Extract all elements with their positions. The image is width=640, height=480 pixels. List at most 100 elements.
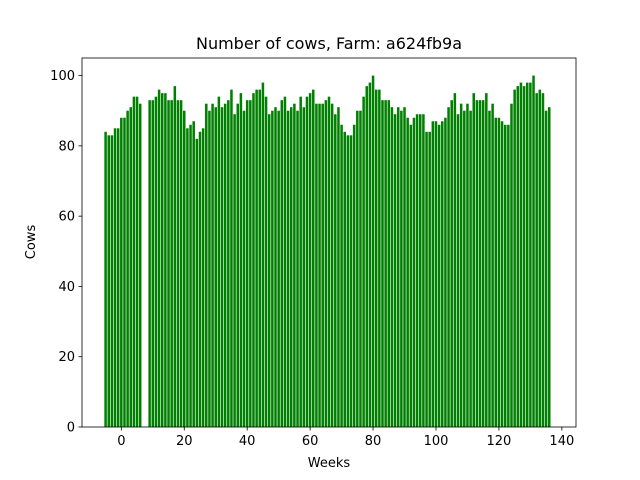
bar (312, 89, 315, 427)
bar (286, 110, 290, 427)
bar (189, 124, 192, 428)
bar (315, 103, 318, 427)
bar (525, 82, 529, 427)
bar (491, 103, 494, 427)
bar (299, 96, 302, 428)
bar (384, 100, 387, 428)
bar (469, 110, 472, 427)
bar (437, 124, 441, 428)
bar (264, 96, 268, 428)
bar (529, 82, 532, 427)
bar (123, 117, 126, 427)
bar (538, 89, 542, 427)
bar (211, 103, 214, 427)
y-tick-label: 40 (58, 280, 75, 295)
bar (444, 117, 447, 427)
bar (305, 96, 309, 428)
bar (447, 107, 450, 427)
bar (126, 110, 129, 427)
bar (258, 89, 262, 427)
plot-frame (81, 57, 577, 428)
bar (453, 93, 457, 428)
bar (116, 128, 120, 428)
bar (271, 110, 274, 427)
y-tick-label: 100 (50, 69, 75, 84)
bar (132, 96, 136, 428)
x-tick-label: 60 (302, 434, 319, 449)
bar (494, 117, 498, 427)
bar (151, 100, 155, 428)
chart-title: Number of cows, Farm: a624fb9a (196, 34, 462, 53)
bar (478, 100, 482, 428)
bar (400, 110, 403, 427)
bar (183, 110, 186, 427)
bar (337, 107, 340, 427)
x-tick-label: 20 (176, 434, 193, 449)
bar (378, 89, 381, 427)
bar (466, 103, 469, 427)
bar (396, 107, 400, 427)
bar (227, 100, 230, 428)
bar (532, 75, 535, 428)
bar (356, 110, 359, 427)
bar (138, 103, 142, 427)
bar (261, 82, 265, 427)
bar (120, 117, 123, 427)
bar (368, 82, 372, 427)
bar (289, 107, 293, 427)
bar (214, 107, 217, 427)
x-tick-label: 0 (117, 434, 125, 449)
bar (176, 100, 180, 428)
bar (359, 110, 362, 427)
bar (330, 103, 334, 427)
bar (233, 114, 236, 427)
bar (481, 100, 485, 428)
bar (252, 93, 255, 428)
bar (425, 131, 428, 428)
bar (485, 93, 488, 428)
bar (274, 107, 277, 427)
bar (170, 100, 173, 428)
bar (463, 110, 466, 427)
y-tick-label: 20 (58, 350, 75, 365)
y-tick-label: 80 (58, 139, 75, 154)
bar (208, 110, 211, 427)
bar (431, 121, 435, 427)
bar (129, 107, 133, 427)
bar (327, 96, 331, 428)
bar (503, 124, 507, 428)
bar (230, 89, 233, 427)
bar (544, 110, 548, 427)
bar (418, 114, 422, 427)
bar (283, 96, 287, 428)
bar (510, 103, 513, 427)
bar (198, 131, 202, 428)
bar (195, 138, 199, 428)
bar (110, 135, 114, 428)
bar (223, 103, 227, 427)
bar (324, 100, 328, 428)
bar (255, 89, 258, 427)
bar (113, 128, 117, 428)
bar (393, 114, 397, 427)
bar (500, 121, 504, 427)
bar (406, 117, 409, 427)
y-axis-label: Cows (24, 225, 39, 260)
bar (236, 103, 240, 427)
bar (390, 107, 394, 427)
bar (371, 75, 375, 428)
bar (387, 100, 391, 428)
bar (321, 103, 324, 427)
bar (217, 96, 221, 428)
bar (340, 124, 343, 428)
bar (381, 100, 384, 428)
bar (535, 93, 538, 428)
bar (186, 128, 189, 428)
bar (434, 121, 438, 427)
bar (343, 131, 346, 428)
bar (245, 100, 249, 428)
bar (164, 93, 167, 428)
bar (507, 124, 510, 428)
bar (547, 107, 551, 427)
bar (205, 103, 208, 427)
